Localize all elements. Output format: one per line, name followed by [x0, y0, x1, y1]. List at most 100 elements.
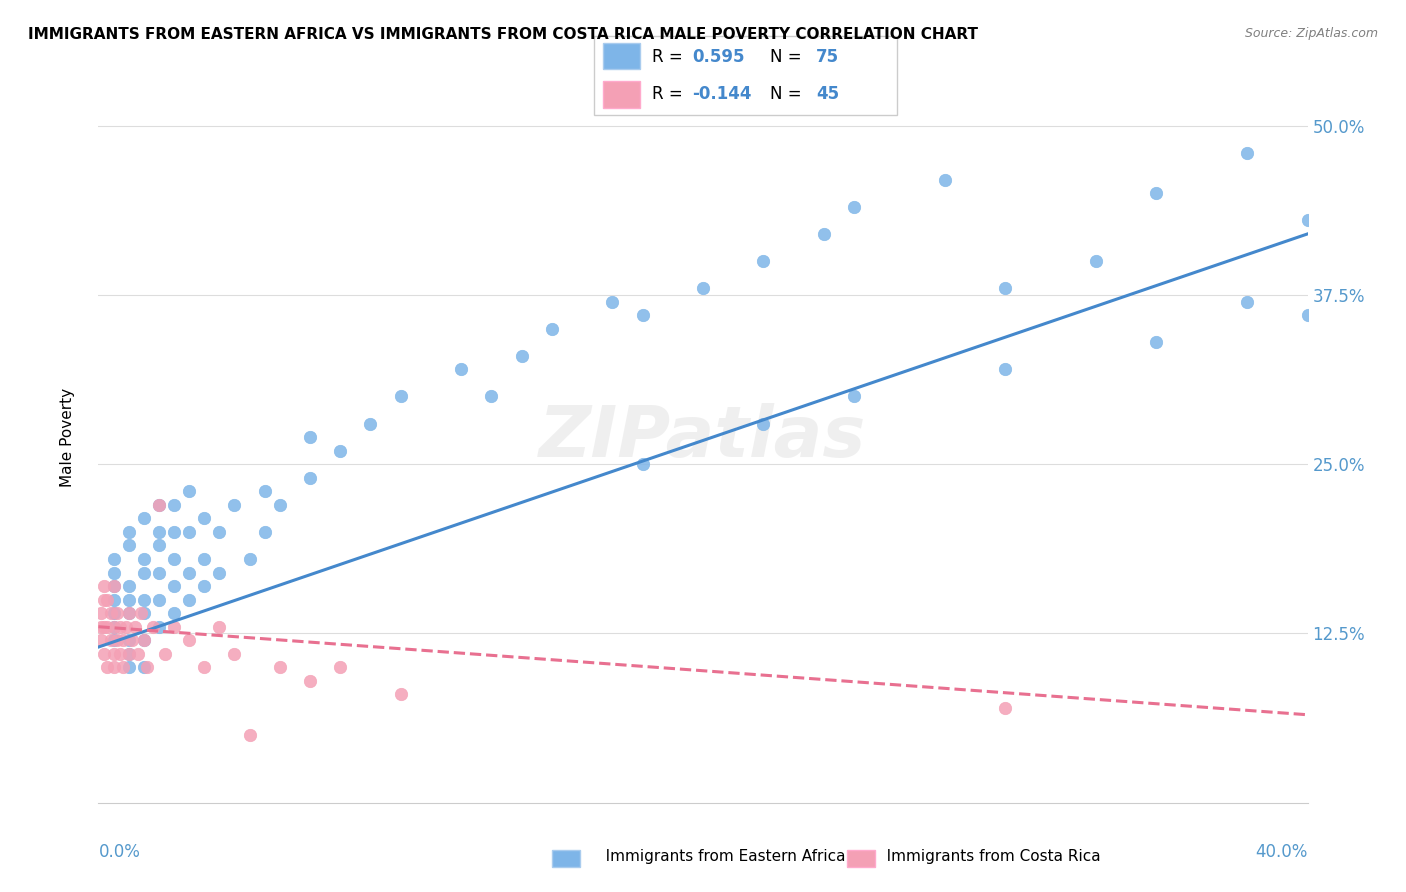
Point: [193, 511, 215, 525]
Point: [148, 566, 170, 580]
Point: [844, 200, 866, 214]
Text: 45: 45: [817, 86, 839, 103]
Point: [224, 498, 246, 512]
Point: [269, 660, 291, 674]
Point: [135, 660, 157, 674]
Point: [994, 701, 1017, 715]
Text: 0.0%: 0.0%: [98, 843, 141, 861]
Text: IMMIGRANTS FROM EASTERN AFRICA VS IMMIGRANTS FROM COSTA RICA MALE POVERTY CORREL: IMMIGRANTS FROM EASTERN AFRICA VS IMMIGR…: [28, 27, 979, 42]
Point: [103, 566, 125, 580]
Point: [132, 552, 155, 566]
Point: [100, 606, 122, 620]
Point: [631, 308, 654, 322]
Point: [118, 606, 141, 620]
Point: [118, 606, 141, 620]
Text: Source: ZipAtlas.com: Source: ZipAtlas.com: [1244, 27, 1378, 40]
Point: [208, 524, 231, 539]
Point: [148, 620, 170, 634]
Point: [148, 498, 170, 512]
Point: [103, 660, 125, 674]
Point: [360, 417, 382, 431]
Point: [103, 647, 125, 661]
Point: [148, 524, 170, 539]
Y-axis label: Male Poverty: Male Poverty: [60, 387, 75, 487]
Point: [510, 349, 533, 363]
Point: [118, 660, 141, 674]
Point: [193, 660, 215, 674]
Point: [389, 688, 412, 702]
Text: Immigrants from Eastern Africa: Immigrants from Eastern Africa: [591, 849, 845, 863]
Point: [132, 660, 155, 674]
Point: [129, 606, 152, 620]
Point: [193, 579, 215, 593]
Point: [239, 552, 262, 566]
Point: [253, 484, 276, 499]
Point: [96, 620, 118, 634]
FancyBboxPatch shape: [593, 37, 897, 115]
Point: [1236, 294, 1258, 309]
Point: [121, 633, 143, 648]
Point: [118, 538, 141, 552]
Point: [132, 633, 155, 648]
Point: [253, 524, 276, 539]
Point: [103, 579, 125, 593]
Point: [103, 579, 125, 593]
Point: [103, 620, 125, 634]
Point: [329, 443, 352, 458]
Point: [179, 566, 201, 580]
Point: [105, 633, 128, 648]
Point: [224, 647, 246, 661]
Text: R =: R =: [652, 48, 689, 66]
Point: [179, 484, 201, 499]
Point: [148, 498, 170, 512]
Text: N =: N =: [770, 86, 807, 103]
Point: [103, 592, 125, 607]
Text: 75: 75: [817, 48, 839, 66]
Point: [163, 620, 186, 634]
Point: [208, 566, 231, 580]
Text: ZIPatlas: ZIPatlas: [540, 402, 866, 472]
Point: [127, 647, 149, 661]
Point: [93, 592, 115, 607]
Point: [90, 606, 112, 620]
Point: [299, 673, 322, 688]
Point: [118, 647, 141, 661]
Point: [108, 620, 131, 634]
Point: [132, 566, 155, 580]
Point: [208, 620, 231, 634]
Bar: [603, 81, 640, 108]
Text: 0.595: 0.595: [693, 48, 745, 66]
Point: [93, 579, 115, 593]
Point: [752, 254, 775, 268]
Point: [163, 524, 186, 539]
Point: [132, 592, 155, 607]
Point: [934, 172, 956, 186]
Point: [118, 633, 141, 648]
Point: [103, 633, 125, 648]
Point: [111, 660, 134, 674]
Bar: [846, 849, 875, 867]
Point: [299, 471, 322, 485]
Point: [163, 579, 186, 593]
Point: [148, 538, 170, 552]
Point: [481, 389, 503, 403]
Point: [153, 647, 176, 661]
Point: [1085, 254, 1108, 268]
Point: [132, 511, 155, 525]
Point: [93, 620, 115, 634]
Point: [193, 552, 215, 566]
Point: [96, 660, 118, 674]
Point: [118, 592, 141, 607]
Point: [329, 660, 352, 674]
Point: [179, 524, 201, 539]
Point: [844, 389, 866, 403]
Point: [100, 633, 122, 648]
Point: [389, 389, 412, 403]
Point: [108, 647, 131, 661]
Point: [1296, 308, 1319, 322]
Point: [179, 633, 201, 648]
Point: [813, 227, 835, 241]
Text: Immigrants from Costa Rica: Immigrants from Costa Rica: [872, 849, 1101, 863]
Point: [163, 498, 186, 512]
Point: [103, 620, 125, 634]
